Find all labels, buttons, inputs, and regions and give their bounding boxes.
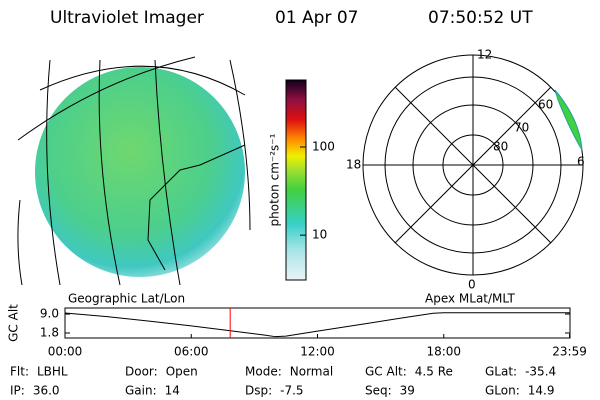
status-label: Mode: xyxy=(245,365,282,379)
status-value: 39 xyxy=(400,384,415,398)
x-tick-label: 18:00 xyxy=(426,345,461,359)
status-value: 14.9 xyxy=(528,384,555,398)
status-value: -35.4 xyxy=(525,365,556,379)
colorbar xyxy=(285,79,307,281)
colorbar-tick-label: 10 xyxy=(312,228,327,242)
globe-image xyxy=(17,56,251,286)
polar-label: Apex MLat/MLT xyxy=(425,292,515,306)
status-label: Flt: xyxy=(10,365,29,379)
y-axis-label: GC Alt xyxy=(7,304,21,342)
hour-label: 0 xyxy=(468,278,476,292)
hour-label: 18 xyxy=(346,158,361,172)
status-value: 14 xyxy=(165,384,180,398)
y-tick-label: 1.8 xyxy=(40,326,59,340)
map-label: Geographic Lat/Lon xyxy=(68,292,185,306)
status-label: Dsp: xyxy=(245,384,272,398)
colorbar-tick-label: 100 xyxy=(312,139,335,153)
status-value: 4.5 Re xyxy=(415,365,453,379)
status-label: Gain: xyxy=(125,384,157,398)
status-value: 36.0 xyxy=(33,384,60,398)
status-value: Open xyxy=(166,365,198,379)
polar-grid xyxy=(362,54,584,276)
title: Ultraviolet Imager xyxy=(50,8,204,28)
status-label: GLat: xyxy=(485,365,517,379)
status-label: Seq: xyxy=(365,384,392,398)
hour-label: 12 xyxy=(477,48,492,62)
time: 07:50:52 UT xyxy=(428,8,533,28)
x-tick-label: 06:00 xyxy=(174,345,209,359)
x-tick-label: 00:00 xyxy=(48,345,83,359)
lat-label: 80 xyxy=(493,140,508,154)
altitude-line xyxy=(64,312,570,338)
lat-label: 60 xyxy=(538,98,553,112)
status-label: GLon: xyxy=(485,384,520,398)
x-tick-label: 12:00 xyxy=(300,345,335,359)
status-value: LBHL xyxy=(37,365,68,379)
x-tick-label: 23:59 xyxy=(552,345,587,359)
hour-label: 6 xyxy=(577,155,585,169)
colorbar-label: photon cm⁻²s⁻¹ xyxy=(268,133,282,226)
status-value: -7.5 xyxy=(280,384,303,398)
status-label: IP: xyxy=(10,384,25,398)
date: 01 Apr 07 xyxy=(275,8,358,28)
status-label: Door: xyxy=(125,365,158,379)
lat-label: 70 xyxy=(514,121,529,135)
status-value: Normal xyxy=(290,365,333,379)
y-tick-label: 9.0 xyxy=(40,307,59,321)
status-label: GC Alt: xyxy=(365,365,407,379)
